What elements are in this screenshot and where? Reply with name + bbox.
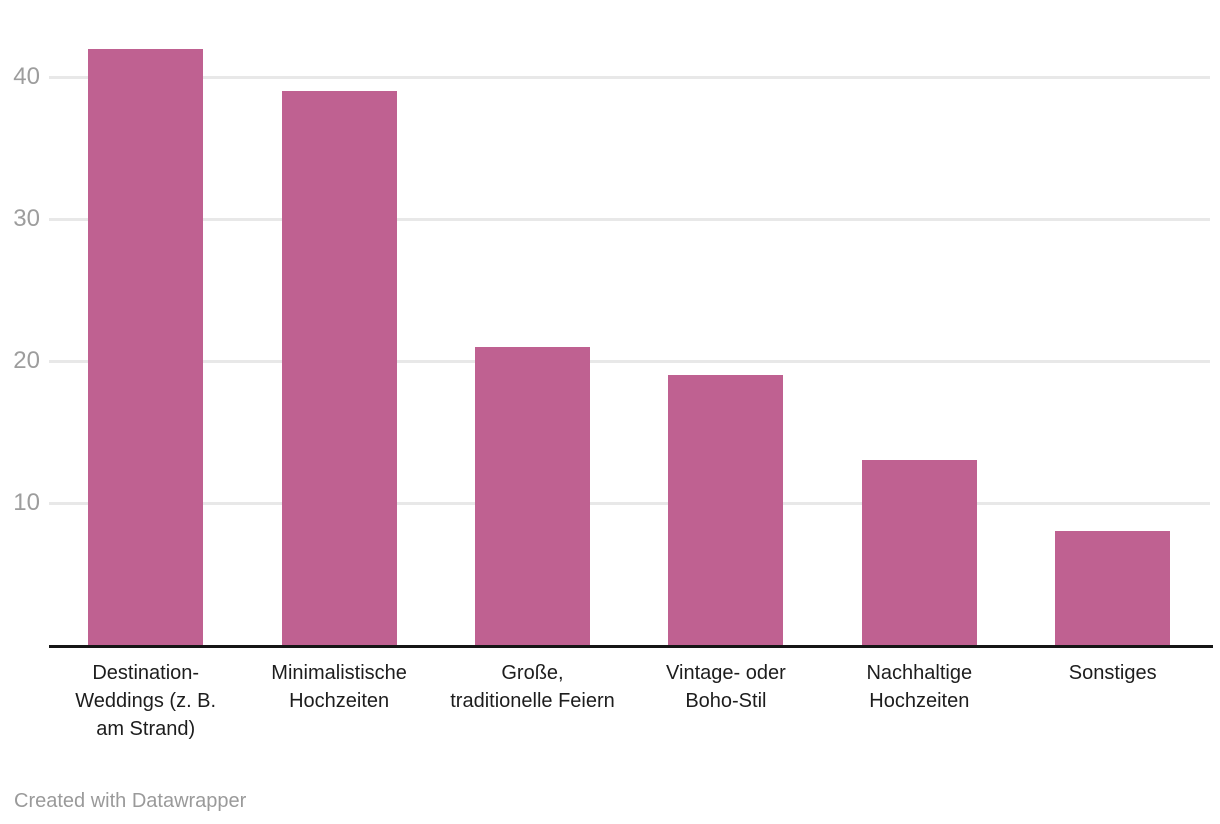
x-category-label-2: Minimalistische Hochzeiten [271,662,407,712]
datawrapper-credit-link[interactable]: Created with Datawrapper [14,790,247,812]
gridline-10 [49,501,1210,505]
y-tick-label-10: 10 [13,489,40,516]
x-category-label-3: Große, traditionelle Feiern [450,662,615,712]
chart-credit: Created with Datawrapper [14,789,246,813]
x-axis-labels: Destination-Weddings (z. B. am Strand) Mi… [0,659,1220,769]
y-tick-label-40: 40 [13,63,40,90]
x-category-label-1: Destination-Weddings (z. B. am Strand) [75,662,217,740]
x-category-label-5: Nachhaltige Hochzeiten [866,662,973,712]
x-category-label-4: Vintage- oder Boho-Stil [666,662,786,712]
bar-2[interactable] [281,91,397,646]
x-axis-line [49,645,1213,648]
bar-5[interactable] [861,460,977,646]
bar-1[interactable] [88,49,204,646]
bar-4[interactable] [668,375,784,646]
bar-6[interactable] [1055,531,1171,646]
y-tick-label-20: 20 [13,347,40,374]
bar-3[interactable] [475,347,590,646]
plot-area: 10 20 30 40 [13,49,1213,648]
y-tick-label-30: 30 [13,205,40,232]
gridline-30 [49,217,1210,221]
x-category-label-6: Sonstiges [1068,662,1157,684]
gridline-40 [49,75,1210,79]
gridline-20 [49,359,1210,363]
